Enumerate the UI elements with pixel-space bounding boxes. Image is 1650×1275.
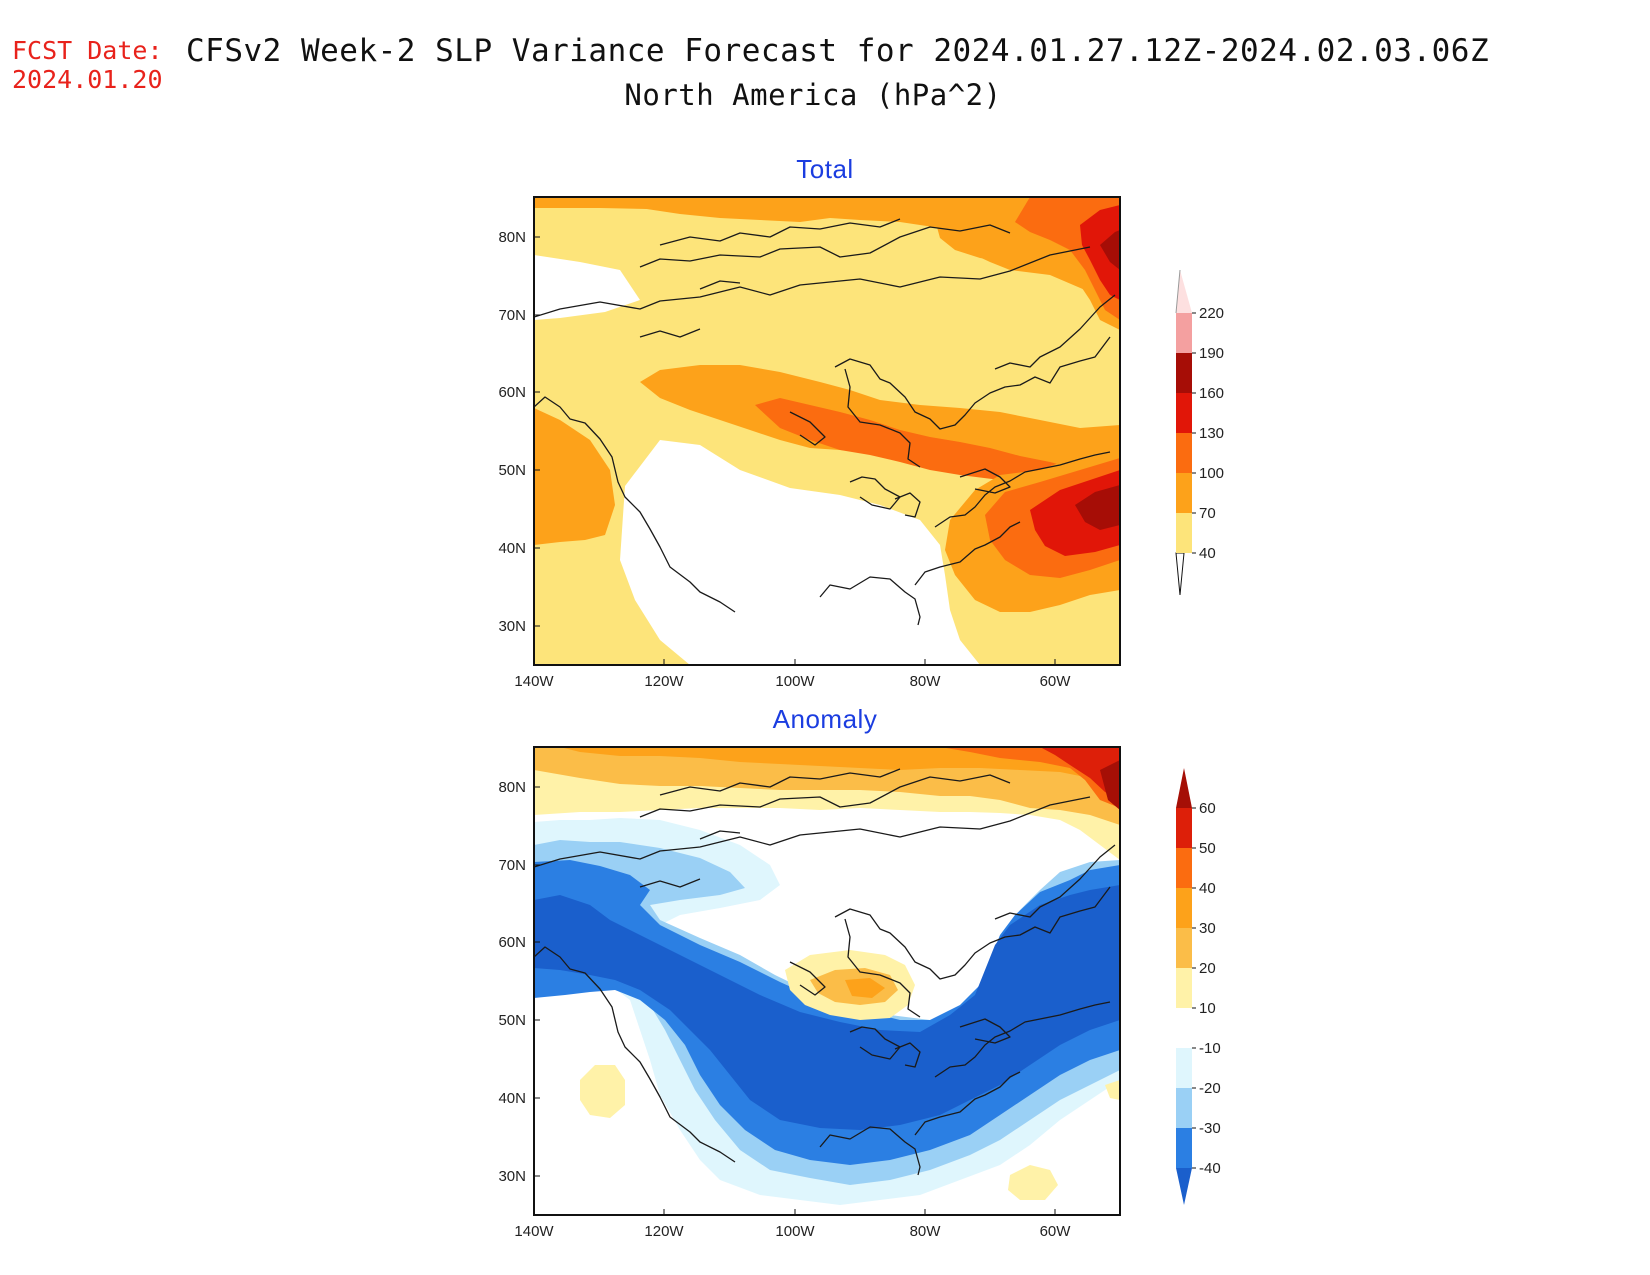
anomaly-colorbar-label: 60 [1199, 800, 1216, 817]
total-colorbar-label: 220 [1199, 305, 1224, 322]
anomaly-colorbar-label: 30 [1199, 920, 1216, 937]
total-colorbar-high-arrow [1176, 270, 1192, 313]
total-colorbar-swatch [1176, 433, 1192, 473]
forecast-date-label: FCST Date: [12, 36, 163, 65]
total-colorbar-swatch [1176, 353, 1192, 393]
anomaly-colorbar-label: 50 [1199, 840, 1216, 857]
total-colorbar-low-arrow [1175, 552, 1185, 596]
total-lon-tick: 100W [775, 673, 815, 690]
anomaly-lon-tick: 120W [644, 1223, 684, 1240]
total-colorbar-swatch [1176, 313, 1192, 353]
anomaly-lat-tick: 50N [498, 1012, 526, 1029]
forecast-date-value: 2024.01.20 [12, 65, 163, 94]
anomaly-colorbar-swatch [1176, 1128, 1192, 1168]
anomaly-colorbar-low-arrow [1176, 1168, 1192, 1205]
total-lat-tick: 60N [498, 384, 526, 401]
total-lon-tick: 60W [1040, 673, 1072, 690]
anomaly-colorbar-label: 10 [1199, 1000, 1216, 1017]
total-lon-tick: 140W [514, 673, 554, 690]
anomaly-lat-tick: 70N [498, 857, 526, 874]
anomaly-colorbar-high-arrow [1176, 768, 1192, 808]
anomaly-colorbar-swatch [1176, 1088, 1192, 1128]
total-lon-tick: 80W [910, 673, 942, 690]
anomaly-colorbar-label: -20 [1199, 1080, 1221, 1097]
anomaly-lon-axis: 140W 120W 100W 80W 60W [514, 1209, 1071, 1240]
anomaly-lat-tick: 60N [498, 934, 526, 951]
total-lon-axis: 140W 120W 100W 80W 60W [514, 659, 1071, 690]
total-lat-tick: 70N [498, 307, 526, 324]
subtitle-text: North America (hPa^2) [624, 78, 1002, 112]
anomaly-colorbar-label: -30 [1199, 1120, 1221, 1137]
total-colorbar-swatch [1176, 473, 1192, 513]
total-lat-tick: 30N [498, 618, 526, 635]
anomaly-lon-tick: 100W [775, 1223, 815, 1240]
total-colorbar-label: 70 [1199, 505, 1216, 522]
anomaly-colorbar-swatch [1176, 928, 1192, 968]
anomaly-lat-tick: 40N [498, 1090, 526, 1107]
anomaly-lon-tick: 80W [910, 1223, 942, 1240]
subtitle: North America (hPa^2) [0, 78, 1650, 112]
total-colorbar-label: 130 [1199, 425, 1224, 442]
anomaly-lat-tick: 30N [498, 1168, 526, 1185]
anomaly-colorbar-swatch [1176, 1008, 1192, 1048]
total-colorbar-swatch [1176, 393, 1192, 433]
anomaly-colorbar-swatch [1176, 968, 1192, 1008]
total-colorbar-label: 190 [1199, 345, 1224, 362]
total-lat-tick: 40N [498, 540, 526, 557]
total-lat-axis: 80N 70N 60N 50N 40N 30N [498, 229, 540, 635]
anomaly-lon-tick: 60W [1040, 1223, 1072, 1240]
total-colorbar-label: 40 [1199, 545, 1216, 562]
total-map-field [534, 197, 1120, 665]
anomaly-lon-tick: 140W [514, 1223, 554, 1240]
total-colorbar-label: 160 [1199, 385, 1224, 402]
anomaly-colorbar-label: 40 [1199, 880, 1216, 897]
panel-title-anomaly: Anomaly [772, 704, 878, 734]
anomaly-colorbar-label: 20 [1199, 960, 1216, 977]
total-colorbar-label: 100 [1199, 465, 1224, 482]
anomaly-colorbar: 60 50 40 30 20 10 -10 -20 -30 -40 [1176, 768, 1221, 1205]
total-lon-tick: 120W [644, 673, 684, 690]
anomaly-colorbar-swatch [1176, 848, 1192, 888]
anomaly-colorbar-label: -10 [1199, 1040, 1221, 1057]
anomaly-colorbar-label: -40 [1199, 1160, 1221, 1177]
forecast-date: FCST Date: 2024.01.20 [12, 36, 163, 94]
main-title: CFSv2 Week-2 SLP Variance Forecast for 2… [186, 33, 1490, 69]
anomaly-lat-axis: 80N 70N 60N 50N 40N 30N [498, 779, 540, 1185]
total-colorbar: 40 70 100 130 160 190 220 [1175, 269, 1224, 596]
total-lat-tick: 50N [498, 462, 526, 479]
anomaly-colorbar-swatch [1176, 888, 1192, 928]
anomaly-map-field [534, 747, 1120, 1215]
total-map-frame [533, 196, 1121, 666]
anomaly-lat-tick: 80N [498, 779, 526, 796]
panel-title-total: Total [796, 154, 854, 184]
total-lat-tick: 80N [498, 229, 526, 246]
anomaly-map-frame [533, 746, 1121, 1216]
total-colorbar-swatch [1176, 513, 1192, 553]
anomaly-colorbar-swatch [1176, 808, 1192, 848]
anomaly-colorbar-swatch [1176, 1048, 1192, 1088]
